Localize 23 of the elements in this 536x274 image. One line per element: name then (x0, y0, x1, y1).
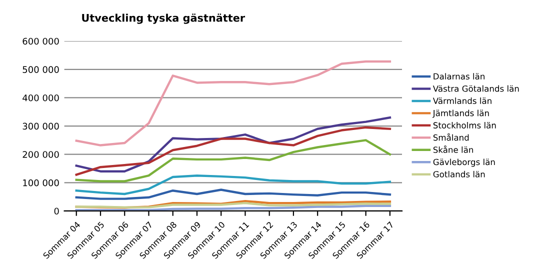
legend-label: Värmlands län (432, 98, 492, 104)
y-tick-label: 500 000 (22, 66, 59, 73)
legend-label: Dalarnas län (434, 73, 484, 80)
line-series (75, 126, 392, 176)
y-tick-label: 0 (54, 208, 59, 215)
legend-label: Gotlands län (433, 170, 485, 178)
legend-label: Skåne län (433, 145, 474, 153)
line-series (75, 139, 392, 182)
y-tick-label: 600 000 (22, 38, 59, 45)
line-series (75, 188, 392, 200)
y-tick-label: 400 000 (22, 94, 59, 102)
y-tick-label: 200 000 (22, 151, 59, 158)
line-series (75, 60, 392, 146)
legend-label: Jämtlands län (432, 110, 489, 118)
line-series (75, 116, 392, 172)
line-series (75, 174, 392, 196)
legend-label: Stockholms län (433, 122, 496, 128)
legend-label: Gävleborgs län (433, 158, 495, 167)
legend-label: Småland (433, 133, 469, 141)
legend-label: Västra Götalands län (432, 85, 519, 92)
chart-title: Utveckling tyska gästnätter (82, 14, 246, 24)
y-tick-label: 300 000 (22, 122, 59, 130)
y-tick-label: 100 000 (23, 179, 59, 186)
